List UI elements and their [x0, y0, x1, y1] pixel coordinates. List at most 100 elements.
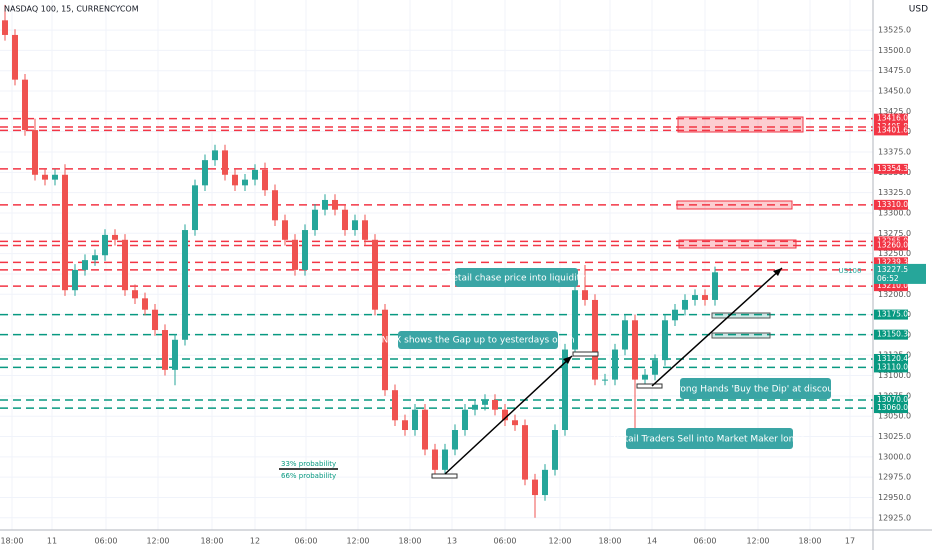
- zone: [678, 239, 797, 249]
- candle-body: [562, 349, 568, 431]
- chart-title: NASDAQ 100, 15, CURRENCYCOM: [4, 5, 139, 14]
- candle-body: [112, 234, 118, 240]
- candle-body: [652, 360, 658, 375]
- x-tick-label: 18:00: [598, 537, 621, 546]
- candle-body: [572, 290, 578, 350]
- candle-body: [452, 430, 458, 450]
- annotations: Retail chase price into liquidity NDX sh…: [281, 268, 843, 480]
- candle-body: [482, 399, 488, 405]
- candle-body: [432, 449, 438, 470]
- candle-body: [362, 220, 368, 240]
- x-tick-label: 12:00: [346, 537, 369, 546]
- x-tick-label: 12:00: [746, 537, 769, 546]
- last-price-countdown: 06:52: [877, 274, 899, 283]
- x-tick-label: 18:00: [798, 537, 821, 546]
- zone: [677, 116, 804, 133]
- y-tick-label: 12975.0: [878, 473, 911, 482]
- x-tick-label: 13: [447, 537, 457, 546]
- candle-body: [202, 160, 208, 186]
- x-tick-label: 18:00: [398, 537, 421, 546]
- level-label-bg: [874, 163, 908, 174]
- candle-body: [532, 479, 538, 496]
- candle-body: [622, 320, 628, 350]
- x-tick-label: 06:00: [693, 537, 716, 546]
- candle-body: [292, 239, 298, 270]
- candle-body: [32, 130, 38, 175]
- candle-body: [332, 199, 338, 210]
- level-label-bg: [874, 199, 908, 210]
- annotation: 66% probability: [281, 472, 336, 480]
- candle-body: [162, 330, 168, 370]
- candle-body: [72, 269, 78, 291]
- candle-body: [392, 390, 398, 421]
- candle-body: [132, 290, 138, 299]
- annotation: Retail chase price into liquidity: [447, 274, 587, 284]
- level-label-bg: [874, 257, 908, 268]
- candle-body: [42, 174, 48, 180]
- candle-body: [92, 255, 98, 261]
- candle-body: [282, 220, 288, 240]
- level-label-bg: [874, 281, 908, 292]
- y-tick-label: 13250.0: [878, 249, 911, 258]
- candle-body: [702, 295, 708, 300]
- level-label: 13150.3: [877, 330, 908, 339]
- level-label: 13110.0: [877, 362, 908, 371]
- candle-body: [342, 209, 348, 231]
- level-label: 13260.0: [877, 240, 908, 249]
- candle-body: [712, 272, 718, 300]
- candle-body: [172, 339, 178, 370]
- candle-body: [2, 20, 8, 35]
- y-tick-label: 13500.0: [878, 46, 911, 55]
- annotation: Retail Traders Sell into Market Maker lo…: [613, 435, 805, 445]
- x-tick-label: 12:00: [146, 537, 169, 546]
- candle-body: [552, 430, 558, 470]
- zone: [572, 351, 599, 357]
- x-tick-label: 18:00: [0, 537, 23, 546]
- y-tick-label: 12925.0: [878, 513, 911, 522]
- candle-body: [382, 309, 388, 391]
- arrow-head: [563, 356, 572, 364]
- annotation: NDX shows the Gap up to yesterdays open: [381, 336, 574, 346]
- y-tick-label: 13375.0: [878, 148, 911, 157]
- candle-body: [352, 220, 358, 231]
- annotation: 33% probability: [281, 460, 336, 468]
- candle-body: [502, 409, 508, 421]
- candle-body: [252, 169, 258, 180]
- candle-body: [632, 320, 638, 380]
- level-label: 13239.3: [877, 257, 908, 266]
- candle-body: [672, 309, 678, 321]
- level-label-bg: [874, 362, 908, 373]
- y-tick-label: 13525.0: [878, 26, 911, 35]
- level-label: 13120.4: [877, 354, 908, 363]
- last-price-symbol: US100: [839, 267, 862, 275]
- y-tick-label: 13050.0: [878, 412, 911, 421]
- level-label-bg: [874, 113, 908, 124]
- candles: [2, 4, 718, 518]
- y-tick-label: 13200.0: [878, 290, 911, 299]
- annotation: Strong Hands 'Buy the Dip' at discount: [668, 385, 843, 395]
- candle-body: [662, 320, 668, 361]
- candle-body: [302, 230, 308, 270]
- x-tick-label: 17: [845, 537, 855, 546]
- candle-body: [312, 209, 318, 231]
- candle-body: [522, 425, 528, 480]
- level-label: 13354.3: [877, 164, 908, 173]
- y-tick-label: 13025.0: [878, 432, 911, 441]
- level-label-bg: [874, 329, 908, 340]
- candle-body: [422, 409, 428, 450]
- zone: [636, 383, 663, 389]
- y-tick-label: 13000.0: [878, 452, 911, 461]
- x-tick-label: 14: [647, 537, 657, 546]
- level-label-bg: [874, 394, 908, 405]
- candle-body: [582, 290, 588, 300]
- zone: [431, 473, 458, 479]
- candle-body: [152, 309, 158, 331]
- y-axis-label: USD: [909, 5, 928, 15]
- annotation-box: [455, 268, 578, 287]
- x-tick-label: 06:00: [294, 537, 317, 546]
- candle-body: [642, 374, 648, 380]
- candle-body: [462, 409, 468, 431]
- annotation-box: [398, 331, 558, 349]
- drawings: [279, 116, 804, 479]
- last-price-bg: [874, 263, 926, 284]
